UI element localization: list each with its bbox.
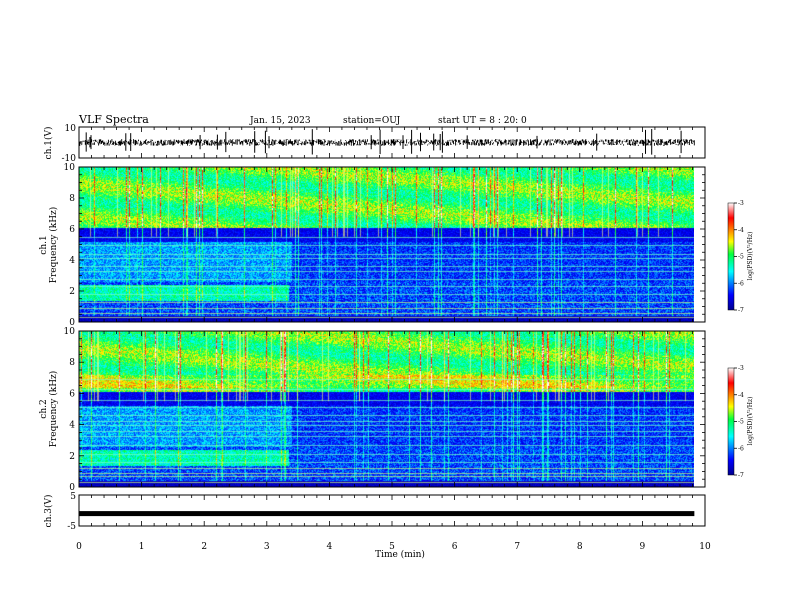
ch1-colorbar-ticks: -3 -4 -5 -6 -7 (734, 200, 744, 314)
colorbar-tick-label: -4 (738, 227, 744, 234)
colorbar-tick-label: -3 (738, 365, 744, 372)
ch2-colorbar-ticks: -3 -4 -5 -6 -7 (734, 365, 744, 479)
colorbar-tick-label: -7 (738, 307, 744, 314)
x-tick-label: 2 (201, 542, 207, 552)
ch1-spectrogram-panel: 0 2 4 6 8 10 ch.1 Frequency (kHz) (39, 163, 706, 328)
ch1-ytick-label: -10 (62, 154, 77, 164)
ch1-waveform-panel: 10 -10 ch.1(V) (43, 124, 706, 164)
x-tick-label: 4 (327, 542, 333, 552)
ch1-ylabel: ch.1(V) (43, 127, 54, 160)
ch1-waveform-ticks (78, 126, 706, 159)
ch2-spectrogram-ytick-labels: 0 2 4 6 8 10 (64, 327, 76, 493)
y-tick-label: 6 (69, 225, 75, 235)
ch1-spec-channel-label: ch.1 (39, 235, 49, 254)
ch2-colorbar-gradient (727, 367, 735, 476)
ch1-colorbar: -3 -4 -5 -6 -7 log(PSD)(V²/Hz) (727, 200, 754, 314)
header-date: Jan. 15, 2023 (249, 116, 311, 126)
ch2-spec-channel-label: ch.2 (39, 399, 49, 418)
colorbar-tick-label: -5 (738, 419, 744, 426)
ch1-spectrogram-plot (79, 167, 694, 322)
ch2-colorbar-label: log(PSD)(V²/Hz) (747, 397, 754, 446)
ch3-waveform-trace (79, 511, 695, 517)
colorbar-tick-label: -5 (738, 254, 744, 261)
ch1-spectrogram-ticks (78, 166, 706, 323)
ch2-spec-ylabel: Frequency (kHz) (48, 371, 59, 448)
ch2-spectrogram-plot (79, 331, 694, 487)
colorbar-tick-label: -7 (738, 472, 744, 479)
ch1-spec-ylabel: Frequency (kHz) (48, 207, 59, 284)
y-tick-label: 2 (69, 287, 75, 297)
colorbar-tick-label: -6 (738, 280, 744, 287)
header-start-time: start UT = 8 : 20: 0 (438, 116, 527, 126)
y-tick-label: 0 (69, 318, 75, 328)
ch3-waveform-panel: 5 -5 ch.3(V) (43, 492, 706, 532)
colorbar-tick-label: -3 (738, 200, 744, 207)
header-station: station=OUJ (343, 116, 401, 126)
ch2-spectrogram-ticks (78, 330, 706, 488)
figure-title: VLF Spectra (78, 113, 149, 126)
ch3-ytick-label: -5 (67, 522, 76, 532)
x-tick-label: 9 (640, 542, 646, 552)
y-tick-label: 4 (69, 421, 75, 431)
ch2-spectrogram-panel: 0 2 4 6 8 10 ch.2 Frequency (kHz) (39, 327, 706, 493)
ch1-waveform-trace (78, 139, 695, 146)
y-tick-label: 2 (69, 452, 75, 462)
x-tick-labels: 0 1 2 3 4 5 6 7 8 9 10 (76, 542, 711, 552)
y-tick-label: 4 (69, 256, 75, 266)
x-tick-label: 3 (264, 542, 270, 552)
ch1-colorbar-gradient (727, 202, 735, 311)
ch1-ytick-label: 10 (65, 124, 77, 134)
x-tick-label: 1 (139, 542, 145, 552)
x-tick-label: 7 (514, 542, 520, 552)
ch1-waveform-plot (78, 129, 695, 155)
ch3-ylabel: ch.3(V) (43, 495, 54, 528)
ch3-waveform-plot (79, 511, 695, 517)
ch2-colorbar: -3 -4 -5 -6 -7 log(PSD)(V²/Hz) (727, 365, 754, 479)
x-axis-label: Time (min) (375, 549, 425, 560)
colorbar-tick-label: -4 (738, 392, 744, 399)
y-tick-label: 0 (69, 483, 75, 493)
ch3-ytick-label: 5 (70, 492, 76, 502)
x-tick-label: 8 (577, 542, 583, 552)
x-tick-label: 10 (699, 542, 711, 552)
y-tick-label: 10 (64, 163, 76, 173)
y-tick-label: 10 (64, 327, 76, 337)
ch2-spectrogram-image (79, 331, 694, 487)
x-tick-label: 0 (76, 542, 82, 552)
colorbar-tick-label: -6 (738, 445, 744, 452)
y-tick-label: 8 (69, 358, 75, 368)
y-tick-label: 6 (69, 389, 75, 399)
ch1-spectrogram-image (79, 167, 694, 322)
y-tick-label: 8 (69, 194, 75, 204)
x-tick-label: 6 (452, 542, 458, 552)
ch1-waveform-spikes (85, 129, 682, 155)
x-tick-label: 5 (389, 542, 395, 552)
ch1-colorbar-label: log(PSD)(V²/Hz) (747, 232, 754, 281)
ch1-spectrogram-ytick-labels: 0 2 4 6 8 10 (64, 163, 76, 328)
ch3-waveform-ticks (78, 494, 706, 527)
